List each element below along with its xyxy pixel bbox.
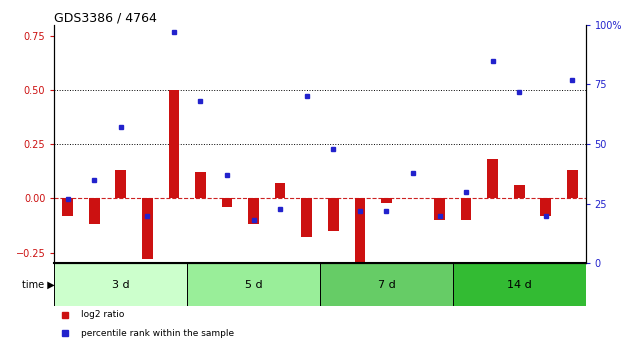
- Bar: [248, 198, 259, 224]
- Bar: [115, 170, 126, 198]
- Text: 14 d: 14 d: [507, 280, 532, 290]
- Text: log2 ratio: log2 ratio: [81, 310, 124, 319]
- Text: time ▶: time ▶: [22, 280, 54, 290]
- Bar: [514, 185, 525, 198]
- Bar: [89, 198, 100, 224]
- Bar: [142, 198, 153, 259]
- Bar: [301, 198, 312, 238]
- Bar: [434, 198, 445, 220]
- Bar: [328, 198, 339, 231]
- Bar: [62, 198, 73, 216]
- Bar: [540, 198, 551, 216]
- Text: 7 d: 7 d: [378, 280, 396, 290]
- Bar: [567, 170, 578, 198]
- Text: GDS3386 / 4764: GDS3386 / 4764: [54, 12, 157, 25]
- Bar: [168, 90, 179, 198]
- Bar: [453, 263, 586, 307]
- Bar: [320, 263, 453, 307]
- Bar: [195, 172, 206, 198]
- Bar: [487, 159, 498, 198]
- Text: 3 d: 3 d: [112, 280, 130, 290]
- Bar: [188, 263, 320, 307]
- Text: 5 d: 5 d: [244, 280, 262, 290]
- Bar: [275, 183, 285, 198]
- Bar: [461, 198, 472, 220]
- Bar: [355, 198, 365, 263]
- Bar: [221, 198, 232, 207]
- Bar: [54, 263, 188, 307]
- Bar: [381, 198, 392, 203]
- Text: percentile rank within the sample: percentile rank within the sample: [81, 329, 234, 338]
